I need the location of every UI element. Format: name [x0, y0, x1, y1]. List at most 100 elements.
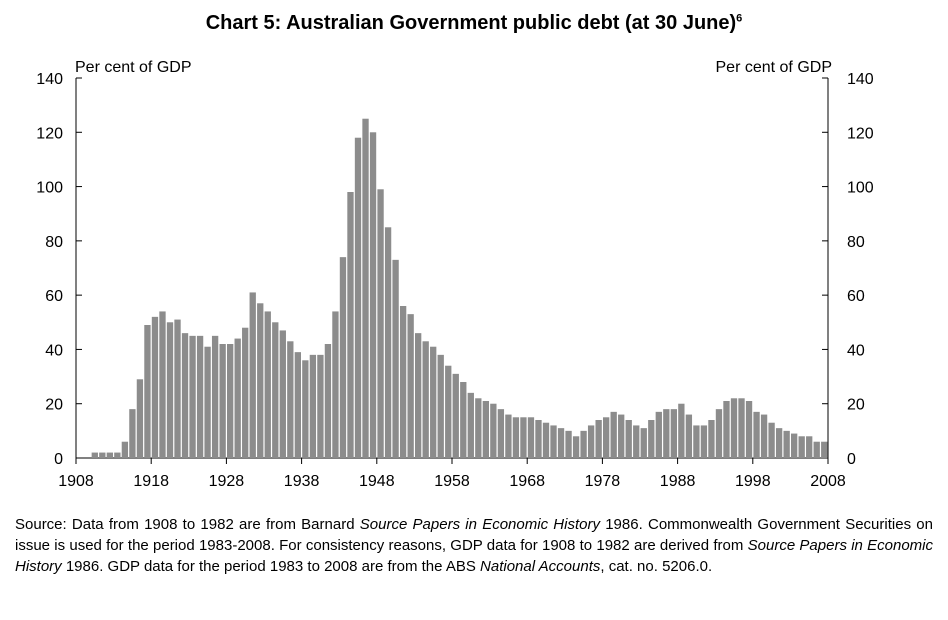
- bar-2006: [806, 436, 813, 458]
- x-tick-label: 1928: [209, 473, 245, 490]
- bar-1913: [106, 452, 113, 458]
- bar-1982: [625, 420, 632, 458]
- bar-1996: [730, 398, 738, 458]
- tick-labels: 0 0 20 20 40 40 60 60 80 80 100 100 120 120 140 140 1908…: [36, 71, 874, 490]
- bar-1986: [655, 411, 662, 458]
- bar-1943: [332, 311, 339, 458]
- bar-1983: [633, 425, 640, 458]
- bar-2008: [821, 441, 828, 458]
- bar-1944: [339, 257, 347, 458]
- bar-1965: [497, 409, 505, 458]
- bar-1954: [415, 333, 422, 458]
- bar-1929: [227, 344, 234, 458]
- y-tick-label-left: 20: [45, 397, 63, 414]
- bar-1972: [550, 425, 557, 458]
- bar-1928: [219, 344, 226, 458]
- bar-1967: [512, 417, 520, 458]
- y-axis-label-right: Per cent of GDP: [716, 59, 833, 76]
- bar-2001: [768, 422, 775, 458]
- bar-1926: [204, 346, 211, 458]
- bar-1957: [437, 354, 444, 458]
- bar-1921: [166, 322, 174, 458]
- bar-1951: [392, 259, 399, 458]
- source-italic-2: Source Papers in Economic History: [15, 537, 933, 575]
- bar-1974: [565, 430, 572, 458]
- y-tick-label-left: 120: [36, 125, 63, 142]
- bar-1984: [640, 428, 647, 458]
- y-tick-label-left: 0: [54, 451, 63, 468]
- bar-2002: [775, 428, 783, 458]
- bar-1968: [520, 417, 527, 458]
- bar-1999: [753, 411, 760, 458]
- bar-1920: [159, 311, 166, 458]
- y-tick-label-right: 120: [847, 125, 874, 142]
- y-tick-label-right: 100: [847, 180, 874, 197]
- bar-1958: [445, 365, 452, 458]
- bar-1923: [181, 333, 189, 458]
- x-tick-label: 1948: [359, 473, 395, 490]
- bar-2003: [783, 430, 790, 458]
- bar-1998: [745, 401, 753, 458]
- bar-1935: [272, 322, 279, 458]
- y-tick-label-left: 40: [45, 342, 63, 359]
- bar-1976: [580, 430, 587, 458]
- bar-series: [91, 118, 828, 459]
- y-axis-label-left: Per cent of GDP: [75, 59, 192, 76]
- source-note: Source: Data from 1908 to 1982 are from …: [15, 514, 933, 577]
- bar-1946: [354, 137, 362, 458]
- bar-1991: [693, 425, 700, 458]
- bar-1962: [475, 398, 482, 458]
- source-italic-3: National Accounts: [480, 558, 601, 575]
- chart-axes: [75, 77, 829, 464]
- source-text-3: 1986. GDP data for the period 1983 to 20…: [61, 558, 481, 575]
- bar-1936: [279, 330, 286, 458]
- bar-1955: [422, 341, 429, 458]
- bar-2007: [813, 441, 820, 458]
- bar-1956: [430, 346, 437, 458]
- bar-1939: [302, 360, 309, 458]
- x-tick-label: 1988: [660, 473, 696, 490]
- bar-1987: [663, 409, 670, 458]
- bar-2000: [760, 414, 768, 458]
- bar-1990: [685, 414, 693, 458]
- bar-1995: [723, 401, 730, 458]
- x-tick-label: 2008: [810, 473, 846, 490]
- bar-1970: [535, 420, 542, 458]
- bar-1927: [211, 335, 219, 458]
- x-tick-label: 1998: [735, 473, 771, 490]
- source-text-2: 1986. Commonwealth Government Securities…: [15, 516, 933, 554]
- chart-title: Chart 5: Australian Government public de…: [0, 12, 948, 35]
- bar-1952: [399, 306, 407, 458]
- bar-1994: [715, 409, 723, 458]
- source-italic-1: Source Papers in Economic History: [359, 516, 600, 533]
- bar-2005: [798, 436, 805, 458]
- y-tick-label-left: 100: [36, 180, 63, 197]
- y-tick-label-right: 20: [847, 397, 865, 414]
- bar-1941: [317, 354, 324, 458]
- bar-1966: [505, 414, 512, 458]
- bar-1963: [482, 401, 489, 458]
- bar-1937: [287, 341, 294, 458]
- bar-1919: [151, 316, 159, 458]
- source-text-1: Source: Data from 1908 to 1982 are from …: [15, 516, 360, 533]
- y-tick-label-left: 140: [36, 71, 63, 88]
- y-tick-label-right: 40: [847, 342, 865, 359]
- bar-1969: [527, 417, 535, 458]
- bar-1979: [603, 417, 610, 458]
- bar-1980: [610, 411, 617, 458]
- bar-1953: [407, 314, 414, 458]
- bar-1993: [708, 420, 715, 458]
- bar-1925: [196, 335, 204, 458]
- bar-1977: [587, 425, 595, 458]
- bar-1912: [99, 452, 106, 458]
- bar-1911: [91, 452, 98, 458]
- bar-1959: [452, 373, 459, 458]
- bar-1989: [678, 403, 685, 458]
- bar-1985: [648, 420, 655, 458]
- bar-1960: [460, 382, 467, 458]
- bar-1948: [369, 132, 377, 459]
- bar-1947: [362, 118, 369, 459]
- x-tick-label: 1978: [585, 473, 621, 490]
- bar-2004: [791, 433, 798, 458]
- chart-title-text: Chart 5: Australian Government public de…: [205, 12, 737, 34]
